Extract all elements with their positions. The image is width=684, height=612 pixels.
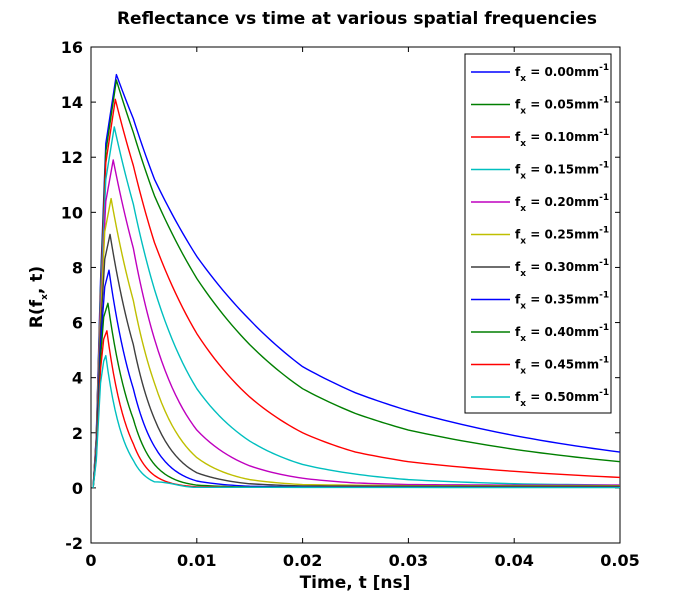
- legend-label-f: f: [515, 293, 521, 307]
- legend-label-eq: = 0.00mm: [526, 65, 599, 79]
- legend-label-eq: = 0.25mm: [526, 228, 599, 242]
- y-tick-label: 12: [61, 148, 83, 167]
- legend-label-eq: = 0.10mm: [526, 130, 599, 144]
- legend-label-sub: x: [520, 237, 526, 247]
- legend-label-sub: x: [520, 107, 526, 117]
- y-tick-label: 0: [72, 479, 83, 498]
- x-axis-label: Time, t [ns]: [300, 573, 411, 593]
- series-line-10: [92, 354, 620, 489]
- legend-label-10: fx = 0.50mm-1: [515, 388, 609, 409]
- legend-label-sup: -1: [599, 161, 609, 171]
- legend-label-9: fx = 0.45mm-1: [515, 356, 609, 377]
- y-tick-label: 4: [72, 369, 83, 388]
- legend-label-3: fx = 0.15mm-1: [515, 161, 609, 182]
- legend-label-f: f: [515, 358, 521, 372]
- legend-label-sup: -1: [599, 193, 609, 203]
- legend-label-0: fx = 0.00mm-1: [515, 63, 609, 84]
- legend-label-eq: = 0.15mm: [526, 163, 599, 177]
- x-tick-label: 0.05: [600, 551, 639, 570]
- legend-label-sup: -1: [599, 323, 609, 333]
- legend-label-sub: x: [520, 367, 526, 377]
- legend-label-sub: x: [520, 74, 526, 84]
- legend-label-sup: -1: [599, 226, 609, 236]
- y-axis-label-tail: , t): [27, 266, 47, 294]
- legend-label-eq: = 0.05mm: [526, 98, 599, 112]
- legend-label-1: fx = 0.05mm-1: [515, 96, 609, 117]
- legend-label-sup: -1: [599, 291, 609, 301]
- legend-label-f: f: [515, 260, 521, 274]
- legend-label-4: fx = 0.20mm-1: [515, 193, 609, 214]
- legend-label-sub: x: [520, 302, 526, 312]
- legend-label-sub: x: [520, 334, 526, 344]
- legend-label-eq: = 0.50mm: [526, 390, 599, 404]
- legend-label-sup: -1: [599, 96, 609, 106]
- y-tick-label: -2: [65, 534, 83, 553]
- y-tick-label: 10: [61, 203, 83, 222]
- legend-label-sup: -1: [599, 356, 609, 366]
- legend-label-eq: = 0.35mm: [526, 293, 599, 307]
- y-tick-label: 16: [61, 38, 83, 57]
- chart-title: Reflectance vs time at various spatial f…: [117, 9, 597, 29]
- legend-label-sub: x: [520, 399, 526, 409]
- x-tick-label: 0: [85, 551, 96, 570]
- y-axis-label: R(fx, t): [27, 266, 50, 328]
- legend-label-eq: = 0.40mm: [526, 325, 599, 339]
- legend: fx = 0.00mm-1fx = 0.05mm-1fx = 0.10mm-1f…: [464, 53, 612, 414]
- legend-label-sup: -1: [599, 388, 609, 398]
- legend-label-sup: -1: [599, 258, 609, 268]
- legend-label-sup: -1: [599, 128, 609, 138]
- legend-label-2: fx = 0.10mm-1: [515, 128, 609, 149]
- legend-label-sub: x: [520, 204, 526, 214]
- y-axis-label-sub: x: [40, 294, 50, 300]
- x-tick-label: 0.01: [177, 551, 216, 570]
- series-lines: [92, 73, 621, 489]
- legend-label-f: f: [515, 65, 521, 79]
- x-tick-label: 0.04: [494, 551, 533, 570]
- legend-label-sub: x: [520, 172, 526, 182]
- legend-label-eq: = 0.20mm: [526, 195, 599, 209]
- legend-label-6: fx = 0.30mm-1: [515, 258, 609, 279]
- legend-label-8: fx = 0.40mm-1: [515, 323, 609, 344]
- y-tick-label: 8: [72, 258, 83, 277]
- legend-label-eq: = 0.45mm: [526, 358, 599, 372]
- legend-label-f: f: [515, 163, 521, 177]
- x-tick-label: 0.02: [283, 551, 322, 570]
- legend-label-f: f: [515, 98, 521, 112]
- legend-label-5: fx = 0.25mm-1: [515, 226, 609, 247]
- legend-label-sub: x: [520, 269, 526, 279]
- legend-label-f: f: [515, 390, 521, 404]
- legend-label-7: fx = 0.35mm-1: [515, 291, 609, 312]
- y-tick-label: 2: [72, 424, 83, 443]
- legend-label-f: f: [515, 325, 521, 339]
- legend-label-f: f: [515, 228, 521, 242]
- legend-label-f: f: [515, 195, 521, 209]
- legend-label-f: f: [515, 130, 521, 144]
- legend-label-sup: -1: [599, 63, 609, 73]
- y-axis-label-main: R(f: [27, 299, 47, 328]
- legend-box: [464, 53, 612, 414]
- legend-label-sub: x: [520, 139, 526, 149]
- y-tick-label: 14: [61, 93, 83, 112]
- y-tick-label: 6: [72, 314, 83, 333]
- x-tick-label: 0.03: [389, 551, 428, 570]
- legend-label-eq: = 0.30mm: [526, 260, 599, 274]
